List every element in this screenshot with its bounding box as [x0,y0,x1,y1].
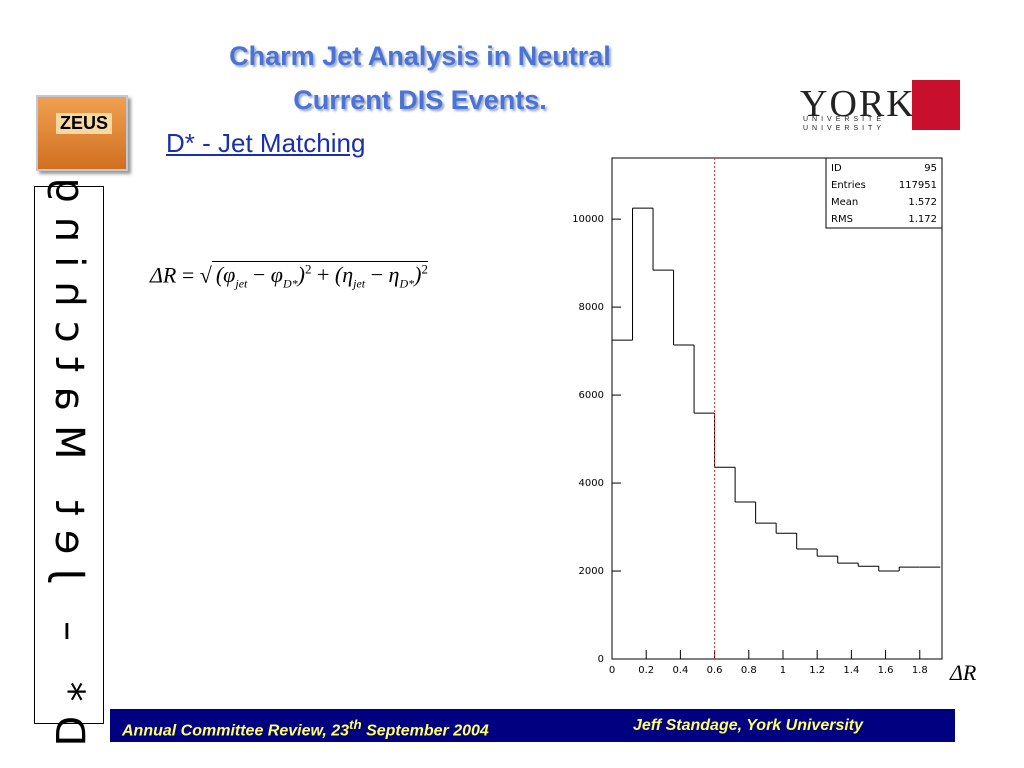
x-axis-label: ΔR [950,660,977,685]
x-tick-label: 0.8 [741,665,757,676]
f: (η [334,262,354,288]
f: ) [297,262,305,288]
x-tick-label: 1 [780,665,786,676]
x-tick-label: 0.2 [638,665,654,676]
stats-value: 95 [924,163,937,174]
f: D* [282,276,298,291]
y-tick-label: 8000 [579,302,604,313]
y-tick-label: 10000 [572,214,604,225]
title: Charm Jet Analysis in Neutral Current DIS… [190,34,650,122]
stats-value: 1.572 [908,197,937,208]
f: + [316,262,330,288]
f: η [388,262,400,288]
radicand: (φjet − φD*)2 + (ηjet − ηD*)2 [211,261,428,291]
title-line: Charm Jet Analysis in Neutral [229,41,611,71]
footer-text: September 2004 [361,722,489,740]
f: jet [235,276,248,291]
york-logo-en: UNIVERSITY [803,125,886,132]
x-tick-label: 0.4 [672,665,688,676]
title-line: Current DIS Events. [293,85,547,115]
footer-sup: th [349,717,362,732]
footer: Annual Committee Review, 23th September … [110,709,955,742]
x-tick-label: 1.2 [809,665,825,676]
f: φ [270,262,283,288]
f: jet [353,276,366,291]
x-tick-label: 1.8 [912,665,928,676]
formula: ΔR = √ (φjet − φD*)2 + (ηjet − ηD*)2 [150,261,428,291]
f: − [252,262,266,288]
york-logo: YORK [800,83,916,125]
f: 2 [421,262,428,277]
zeus-logo: ZEUS [36,95,128,171]
side-box: D* – Jet Matching [34,164,104,746]
x-tick-label: 1.4 [843,665,859,676]
logo-text: ZEUS [56,113,113,134]
stats-key: Mean [831,197,858,208]
subtitle[interactable]: D* - Jet Matching [166,128,366,158]
f: ) [414,262,422,288]
y-tick-label: 4000 [579,478,604,489]
f: 2 [304,262,312,277]
stats-value: 117951 [899,180,937,191]
x-tick-label: 1.6 [878,665,894,676]
chart: 0 2000 4000 6000 8000 10000 0 0.2 0.4 0.6 0.8 1 1.2 1… [572,157,943,676]
x-tick-label: 0.6 [707,665,723,676]
stats-box [825,157,943,229]
f: ΔR [150,262,177,288]
f: (φ [215,262,236,288]
stats-key: RMS [831,214,853,225]
stats-key: Entries [831,180,866,191]
york-logo-fr: UNIVERSITÉ [803,116,886,123]
f: = [181,262,195,288]
f: D* [399,276,415,291]
stats-value: 1.172 [908,214,937,225]
y-tick-label: 6000 [579,390,604,401]
side-label: D* – Jet Matching [46,163,92,747]
y-tick-label: 0 [598,654,604,665]
plot-frame [611,157,943,660]
footer-right: Jeff Standage, York University [633,717,864,734]
x-tick-label: 0 [609,665,615,676]
f: − [370,262,384,288]
footer-text: Annual Committee Review, 23 [122,722,350,740]
york-u [912,80,960,130]
stats-key: ID [831,163,842,174]
footer-left: Annual Committee Review, 23th September … [122,717,489,740]
y-tick-label: 2000 [579,566,604,577]
